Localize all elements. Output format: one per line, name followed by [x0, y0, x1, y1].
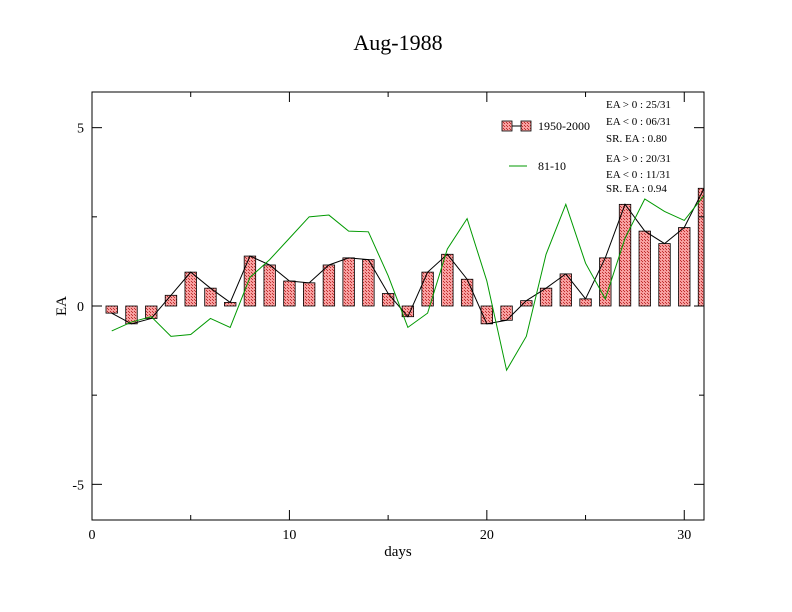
tick-labels: 0 10 20 30 -5 0 5: [72, 122, 691, 543]
bar-day-19: [460, 278, 474, 307]
stat-line: EA < 0 : 11/31: [606, 169, 670, 181]
y-tick-label: 5: [77, 122, 84, 137]
stat-line: SR. EA : 0.94: [606, 183, 667, 195]
legend-swatch-1950-2000-right: [520, 120, 532, 132]
bar-day-25: [579, 298, 592, 307]
bar-day-27: [618, 203, 632, 307]
axis-ticks: [91, 92, 704, 520]
bar-day-12: [322, 264, 336, 307]
bar-day-28: [638, 230, 651, 307]
line-81-10: [111, 195, 705, 372]
chart-title: Aug-1988: [353, 30, 442, 55]
legend-label-81-10: 81-10: [538, 159, 566, 173]
stat-line: EA > 0 : 25/31: [606, 99, 671, 111]
bars-1950-2000: [105, 187, 705, 325]
x-tick-label: 10: [282, 528, 296, 543]
x-axis-label: days: [384, 544, 412, 560]
bar-day-29: [658, 243, 671, 307]
x-tick-label: 20: [480, 528, 494, 543]
stat-line: EA > 0 : 20/31: [606, 153, 671, 165]
bar-day-1: [105, 305, 118, 314]
bar-day-21: [500, 305, 513, 321]
bar-day-13: [342, 257, 355, 307]
x-tick-label: 0: [89, 528, 96, 543]
legend: 1950-2000 81-10: [501, 119, 590, 173]
y-tick-label: -5: [72, 478, 84, 493]
legend-swatch-1950-2000-left: [501, 120, 513, 132]
stat-line: SR. EA : 0.80: [606, 133, 667, 145]
bar-day-15: [381, 293, 395, 307]
x-tick-label: 30: [677, 528, 691, 543]
stat-line: EA < 0 : 06/31: [606, 116, 671, 128]
legend-label-1950-2000: 1950-2000: [538, 119, 590, 133]
y-axis-label: EA: [54, 296, 70, 316]
bar-day-10: [283, 280, 296, 307]
stats-81-10: EA > 0 : 20/31 EA < 0 : 11/31 SR. EA : 0…: [606, 153, 671, 195]
bar-day-31: [697, 187, 705, 307]
y-tick-label: 0: [77, 300, 84, 315]
series-lines: [111, 188, 705, 372]
bar-day-11: [303, 282, 316, 307]
stats-1950-2000: EA > 0 : 25/31 EA < 0 : 06/31 SR. EA : 0…: [606, 99, 671, 145]
bar-day-9: [263, 264, 276, 307]
line-1950-2000: [111, 188, 705, 325]
bar-day-30: [678, 227, 691, 307]
bar-day-8: [243, 255, 257, 307]
